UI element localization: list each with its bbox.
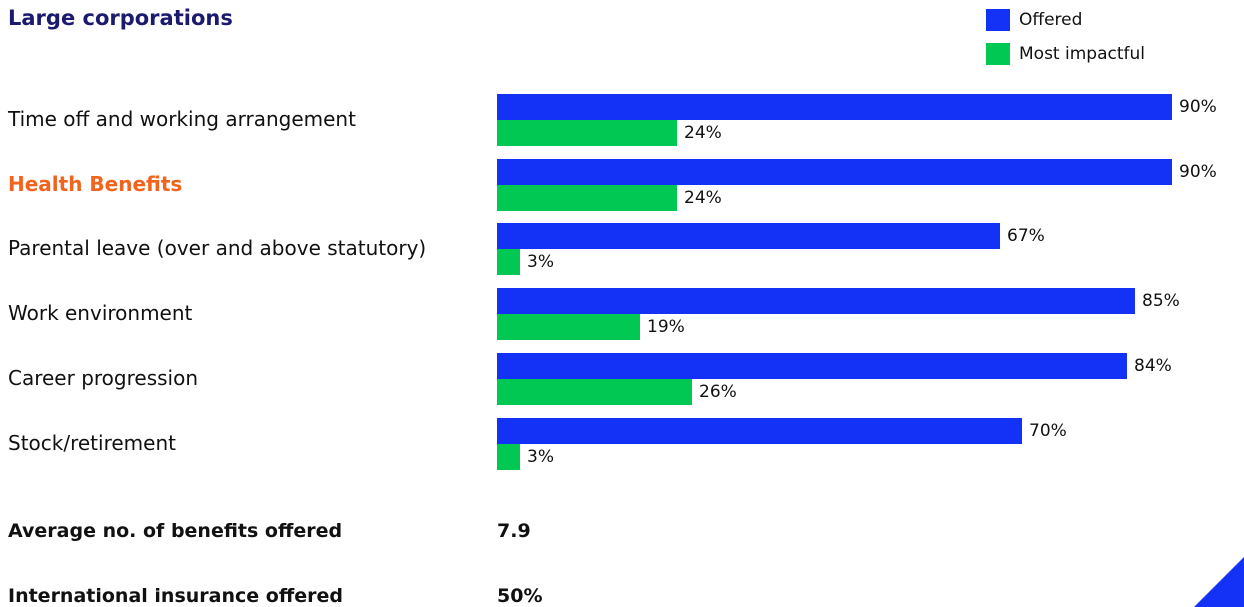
- chart-title: Large corporations: [8, 6, 233, 30]
- value-label-most-impactful-health-benefits: 24%: [684, 188, 722, 208]
- category-label-stock-retirement: Stock/retirement: [8, 431, 176, 455]
- corner-accent-triangle: [1194, 557, 1244, 607]
- value-label-offered-parental-leave-over-and-above-statutory: 67%: [1007, 226, 1045, 246]
- bar-most-impactful-parental-leave-over-and-above-statutory: [497, 249, 520, 275]
- bar-most-impactful-health-benefits: [497, 185, 677, 211]
- bar-most-impactful-work-environment: [497, 314, 640, 340]
- bar-offered-health-benefits: [497, 159, 1172, 185]
- category-label-work-environment: Work environment: [8, 301, 193, 325]
- legend-item-most-impactful: Most impactful: [986, 43, 1145, 65]
- value-label-offered-career-progression: 84%: [1134, 356, 1172, 376]
- summary-label-intl-insurance: International insurance offered: [8, 585, 343, 607]
- bar-offered-work-environment: [497, 288, 1135, 314]
- bar-most-impactful-stock-retirement: [497, 444, 520, 470]
- category-label-parental-leave-over-and-above-statutory: Parental leave (over and above statutory…: [8, 236, 427, 260]
- summary-label-avg-benefits: Average no. of benefits offered: [8, 520, 343, 542]
- value-label-most-impactful-time-off-and-working-arrangement: 24%: [684, 123, 722, 143]
- value-label-most-impactful-parental-leave-over-and-above-statutory: 3%: [527, 252, 554, 272]
- value-label-most-impactful-work-environment: 19%: [647, 317, 685, 337]
- value-label-offered-work-environment: 85%: [1142, 291, 1180, 311]
- bar-most-impactful-time-off-and-working-arrangement: [497, 120, 677, 146]
- summary-value-avg-benefits: 7.9: [497, 520, 531, 542]
- value-label-most-impactful-career-progression: 26%: [699, 382, 737, 402]
- legend-item-offered: Offered: [986, 9, 1082, 31]
- summary-value-intl-insurance: 50%: [497, 585, 543, 607]
- value-label-offered-health-benefits: 90%: [1179, 162, 1217, 182]
- bar-offered-career-progression: [497, 353, 1127, 379]
- legend-swatch-offered: [986, 9, 1010, 31]
- category-label-time-off-and-working-arrangement: Time off and working arrangement: [8, 107, 356, 131]
- legend-swatch-most-impactful: [986, 43, 1010, 65]
- bar-most-impactful-career-progression: [497, 379, 692, 405]
- bar-offered-parental-leave-over-and-above-statutory: [497, 223, 1000, 249]
- value-label-offered-stock-retirement: 70%: [1029, 421, 1067, 441]
- value-label-offered-time-off-and-working-arrangement: 90%: [1179, 97, 1217, 117]
- category-label-health-benefits: Health Benefits: [8, 172, 183, 196]
- legend-label-most-impactful: Most impactful: [1019, 44, 1145, 64]
- bar-offered-stock-retirement: [497, 418, 1022, 444]
- category-label-career-progression: Career progression: [8, 366, 198, 390]
- legend-label-offered: Offered: [1019, 10, 1083, 30]
- value-label-most-impactful-stock-retirement: 3%: [527, 447, 554, 467]
- bar-offered-time-off-and-working-arrangement: [497, 94, 1172, 120]
